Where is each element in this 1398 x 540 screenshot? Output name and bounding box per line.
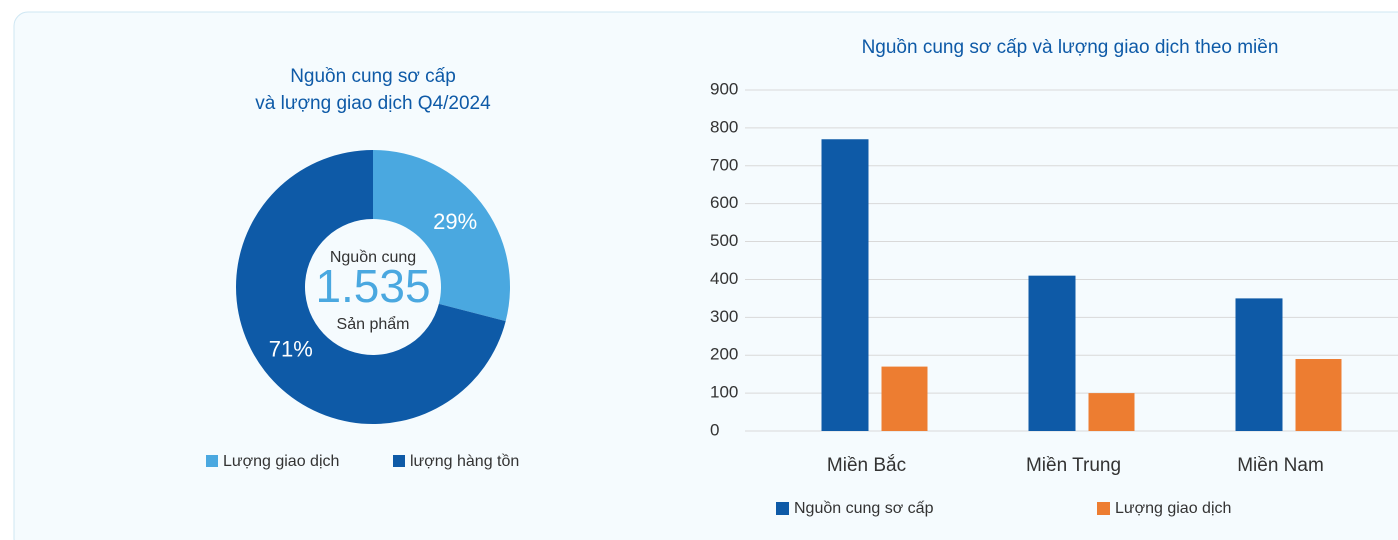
bar [1088, 393, 1135, 431]
donut-segment [373, 150, 510, 322]
value-label: 29% [433, 209, 477, 234]
legend-swatch [1097, 502, 1110, 515]
bar [1028, 275, 1076, 431]
bar [1295, 359, 1342, 431]
legend-label: Lượng giao dịch [1115, 500, 1231, 517]
donut-segment [236, 150, 506, 424]
y-tick-label: 700 [710, 155, 738, 174]
legend-swatch [206, 455, 218, 467]
legend-label: Nguồn cung sơ cấp [794, 500, 934, 517]
y-tick-label: 100 [710, 383, 738, 402]
donut-title: và lượng giao dịch Q4/2024 [255, 93, 491, 114]
y-tick-label: 500 [710, 231, 738, 250]
y-tick-label: 200 [710, 345, 738, 364]
bar-title: Nguồn cung sơ cấp và lượng giao dịch the… [862, 37, 1279, 58]
donut-title: Nguồn cung sơ cấp [290, 66, 456, 87]
y-tick-label: 0 [710, 420, 719, 439]
y-tick-label: 900 [710, 79, 738, 98]
legend-label: lượng hàng tồn [410, 453, 519, 470]
legend-swatch [776, 502, 789, 515]
y-tick-label: 300 [710, 307, 738, 326]
center-label: Nguồn cung [330, 249, 416, 266]
value-label: 71% [269, 337, 313, 362]
bar [821, 139, 869, 431]
y-tick-label: 800 [710, 117, 738, 136]
legend-label: Lượng giao dịch [223, 453, 339, 470]
x-tick-label: Miền Nam [1237, 455, 1324, 476]
card [13, 11, 1398, 540]
center-unit: Sản phẩm [337, 315, 410, 333]
legend-swatch [393, 455, 405, 467]
y-tick-label: 600 [710, 193, 738, 212]
x-tick-label: Miền Trung [1026, 455, 1121, 476]
bar [1235, 298, 1283, 431]
x-tick-label: Miền Bắc [827, 454, 906, 476]
bar [881, 366, 928, 431]
center-value: 1.535 [315, 260, 430, 312]
y-tick-label: 400 [710, 269, 738, 288]
